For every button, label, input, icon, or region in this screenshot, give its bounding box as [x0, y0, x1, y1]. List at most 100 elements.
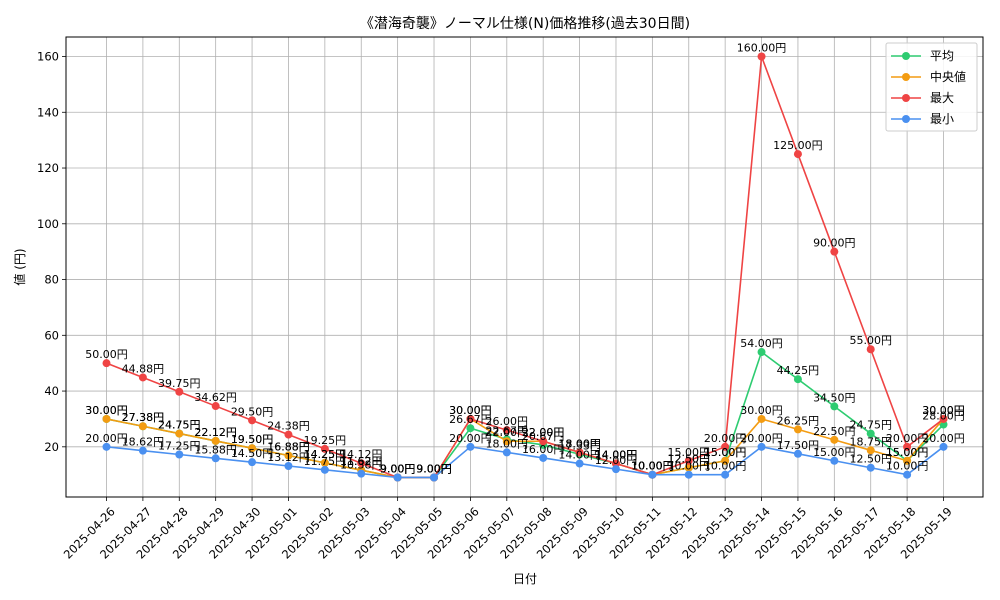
data-label: 125.00円: [773, 139, 823, 152]
data-label: 18.00円: [558, 437, 601, 450]
data-point: [248, 416, 257, 425]
data-point: [466, 414, 475, 423]
data-point: [830, 402, 839, 411]
data-label: 9.00円: [380, 462, 416, 475]
data-label: 15.00円: [813, 446, 856, 459]
data-point: [793, 375, 802, 384]
legend-label: 最大: [930, 91, 954, 105]
data-label: 34.50円: [813, 391, 856, 404]
y-tick-label: 100: [37, 217, 59, 231]
data-label: 22.67円: [486, 424, 529, 437]
data-label: 55.00円: [849, 334, 892, 347]
data-label: 30.00円: [740, 404, 783, 417]
series-3: [102, 442, 948, 482]
data-point: [903, 470, 912, 479]
data-label: 30.00円: [85, 404, 128, 417]
data-label: 14.25円: [304, 448, 347, 461]
data-label: 22.12円: [194, 426, 237, 439]
data-label: 11.62円: [340, 455, 383, 468]
data-point: [830, 247, 839, 256]
series-line: [106, 56, 944, 479]
data-point: [793, 425, 802, 434]
data-label: 16.88円: [267, 441, 310, 454]
legend-swatch-marker: [902, 52, 910, 60]
data-point: [939, 442, 948, 451]
data-point: [721, 456, 730, 465]
legend-swatch-marker: [902, 115, 910, 123]
y-axis-label: 値 (円): [12, 248, 27, 285]
data-point: [830, 456, 839, 465]
data-label: 14.00円: [595, 449, 638, 462]
data-point: [102, 442, 111, 451]
y-tick-label: 40: [44, 384, 59, 398]
data-label: 9.00円: [416, 462, 452, 475]
data-label: 12.50円: [849, 453, 892, 466]
data-point: [320, 444, 329, 453]
data-label: 20.00円: [922, 432, 965, 445]
data-point: [175, 450, 184, 459]
data-label: 18.62円: [122, 436, 165, 449]
data-label: 17.50円: [777, 439, 820, 452]
data-label: 39.75円: [158, 377, 201, 390]
data-point: [248, 458, 257, 467]
data-point: [393, 473, 402, 482]
data-point: [248, 444, 257, 453]
legend-label: 平均: [930, 49, 954, 63]
data-label: 22.12円: [194, 426, 237, 439]
data-point: [684, 456, 693, 465]
data-label: 29.50円: [231, 405, 274, 418]
data-labels-layer: 30.00円27.38円24.75円22.12円19.50円16.88円14.2…: [85, 42, 965, 476]
data-label: 9.00円: [416, 462, 452, 475]
data-point: [138, 422, 147, 431]
data-point: [539, 453, 548, 462]
ticks-layer: 2025-04-262025-04-272025-04-282025-04-29…: [37, 50, 955, 562]
y-tick-label: 60: [44, 328, 59, 342]
data-label: 15.88円: [194, 443, 237, 456]
data-label: 10.00円: [631, 460, 674, 473]
data-label: 12.00円: [595, 454, 638, 467]
series-layer: [102, 52, 948, 482]
y-tick-label: 80: [44, 273, 59, 287]
data-label: 17.25円: [158, 439, 201, 452]
data-point: [721, 442, 730, 451]
data-label: 50.00円: [85, 348, 128, 361]
data-label: 15.00円: [668, 446, 711, 459]
data-label: 26.25円: [777, 414, 820, 427]
data-label: 10.00円: [631, 460, 674, 473]
data-point: [466, 424, 475, 433]
series-line: [106, 445, 944, 479]
data-point: [284, 461, 293, 470]
data-point: [721, 470, 730, 479]
data-point: [320, 465, 329, 474]
data-label: 9.00円: [416, 462, 452, 475]
data-label: 16.88円: [267, 441, 310, 454]
legend-swatch-marker: [902, 94, 910, 102]
data-label: 19.50円: [231, 433, 274, 446]
data-point: [138, 446, 147, 455]
data-label: 10.38円: [340, 459, 383, 472]
grid-layer: [66, 37, 983, 497]
legend-box: [885, 42, 978, 132]
data-point: [284, 430, 293, 439]
data-label: 24.75円: [158, 419, 201, 432]
data-point: [866, 345, 875, 354]
data-label: 15.00円: [886, 446, 929, 459]
data-point: [575, 459, 584, 468]
data-label: 44.88円: [122, 362, 165, 375]
y-tick-label: 20: [44, 440, 59, 454]
data-point: [611, 465, 620, 474]
data-point: [357, 459, 366, 468]
data-label: 22.50円: [813, 425, 856, 438]
data-label: 18.00円: [558, 437, 601, 450]
data-point: [939, 414, 948, 423]
data-point: [903, 456, 912, 465]
data-label: 10.00円: [631, 460, 674, 473]
data-point: [793, 150, 802, 159]
data-point: [866, 429, 875, 438]
data-label: 54.00円: [740, 337, 783, 350]
data-label: 12.50円: [668, 453, 711, 466]
data-label: 26.00円: [486, 415, 529, 428]
series-line: [106, 417, 945, 479]
data-point: [211, 436, 220, 445]
